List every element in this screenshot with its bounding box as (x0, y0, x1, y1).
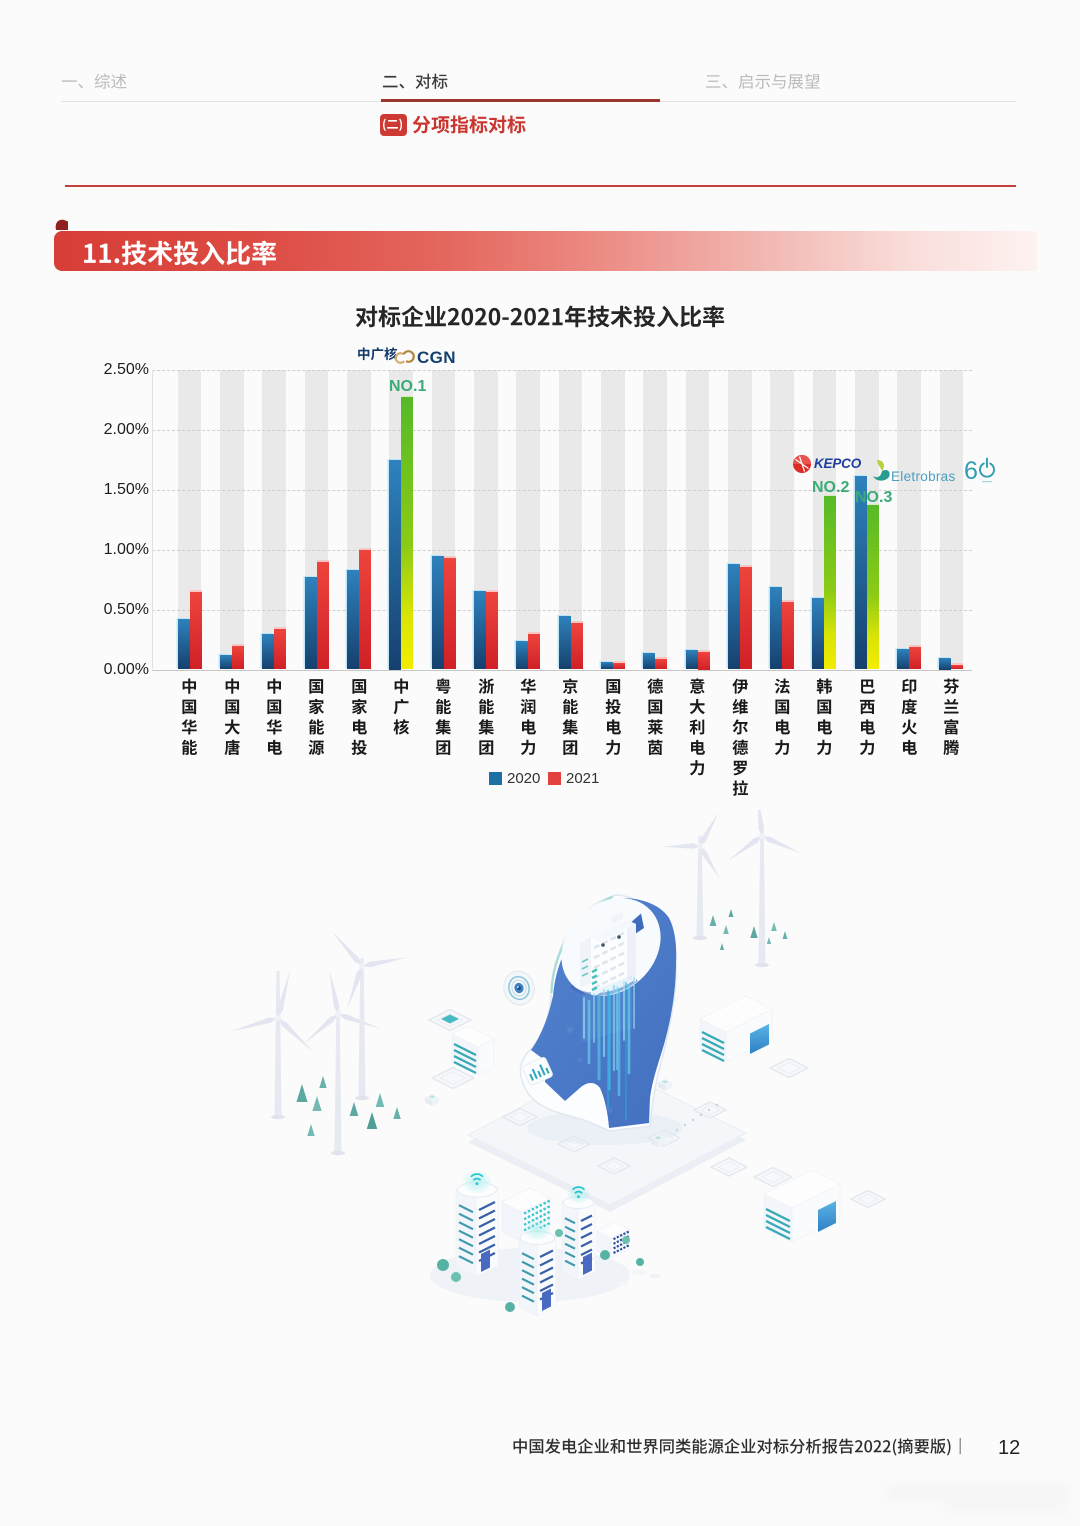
svg-text:6: 6 (964, 457, 978, 485)
